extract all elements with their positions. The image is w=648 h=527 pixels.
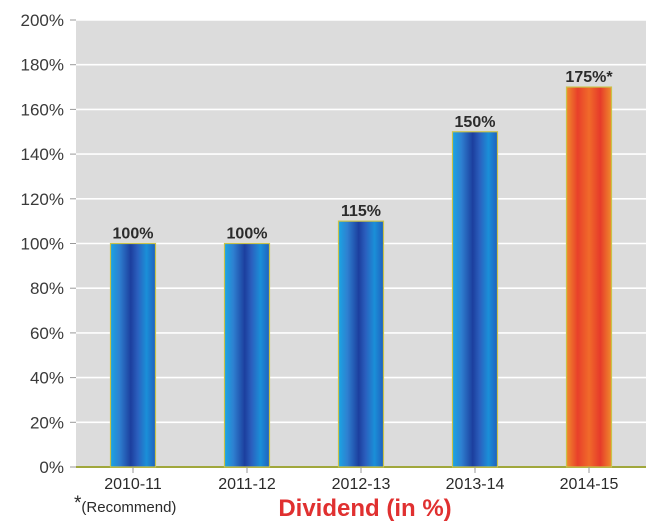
y-tick-label: 140% [21, 145, 64, 164]
data-labels: 100% 100% 115% 150% 175%* [113, 69, 614, 242]
y-tick-label: 100% [21, 235, 64, 254]
bar [337, 220, 385, 468]
bar [223, 242, 271, 468]
footnote-star: * [74, 493, 82, 514]
x-category-label: 2010-11 [104, 476, 162, 493]
y-tick-label: 120% [21, 190, 64, 209]
bar [565, 86, 613, 468]
y-tick-label: 0% [39, 458, 64, 477]
x-category-label: 2014-15 [560, 476, 619, 493]
y-tick-label: 180% [21, 56, 64, 75]
bar [109, 242, 157, 468]
bar-data-label: 115% [341, 203, 381, 220]
bar-data-label: 100% [227, 226, 268, 243]
bar-data-label: 100% [113, 226, 154, 243]
bar [451, 131, 499, 468]
x-axis-categories: 2010-11 2011-12 2012-13 2013-14 2014-15 [104, 467, 618, 493]
y-tick-label: 200% [21, 11, 64, 30]
x-category-label: 2012-13 [332, 476, 391, 493]
x-category-label: 2011-12 [218, 476, 276, 493]
y-tick-label: 160% [21, 100, 64, 119]
y-tick-label: 20% [30, 413, 64, 432]
bar-data-label: 150% [455, 114, 496, 131]
footnote-text: (Recommend) [81, 499, 176, 516]
chart-title: Dividend (in %) [278, 495, 451, 522]
bar-data-label: 175%* [565, 69, 613, 86]
y-tick-label: 40% [30, 369, 64, 388]
x-category-label: 2013-14 [446, 476, 505, 493]
footnote: *(Recommend) [74, 493, 176, 516]
y-axis-ticks: 0% 20% 40% 60% 80% 100% 120% 140% 160% 180% 200% [21, 11, 76, 477]
y-tick-label: 80% [30, 279, 64, 298]
y-tick-label: 60% [30, 324, 64, 343]
